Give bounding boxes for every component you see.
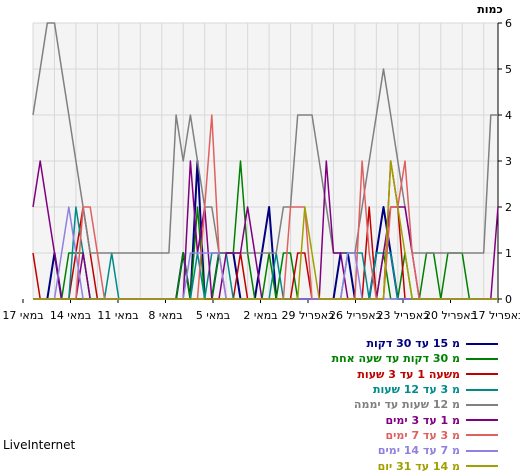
legend-item: מ 7 עד 14 ימים — [332, 443, 498, 458]
legend-label: מ 15 עד 30 דקות — [366, 337, 460, 351]
x-tick-label: 5 במאי — [196, 309, 230, 322]
series-line — [33, 160, 498, 300]
x-tick-label: 20 באפריל — [424, 309, 477, 322]
legend-swatch — [466, 342, 498, 345]
x-tick-label: 11 במאי — [97, 309, 138, 322]
legend-item: מ 1 עד 3 ימים — [332, 412, 498, 427]
y-tick-label: 6 — [505, 17, 512, 30]
legend-label: מ 14 עד 31 יום — [377, 459, 460, 473]
legend-item: מ 3 עד 7 ימים — [332, 428, 498, 443]
legend-swatch — [466, 388, 498, 391]
legend-label: מ 30 דקות עד שעה אחת — [331, 352, 460, 366]
legend-swatch — [466, 449, 498, 452]
legend-label: מ 3 עד 7 ימים — [385, 428, 461, 442]
x-tick-label: 26 באפריל — [329, 309, 382, 322]
x-tick-label: 17 במאי — [2, 309, 43, 322]
legend-label: מ 3 עד 12 שעות — [372, 383, 460, 397]
brand-label: LiveInternet — [3, 438, 76, 452]
legend-label: משעה 1 עד 3 שעות — [357, 367, 460, 381]
y-tick-label: 1 — [505, 247, 512, 260]
y-tick-label: 4 — [505, 109, 512, 122]
legend-item: מ 30 דקות עד שעה אחת — [332, 351, 498, 366]
y-tick-label: 2 — [505, 201, 512, 214]
legend-swatch — [466, 465, 498, 468]
legend-label: מ 12 שעות עד יממה — [353, 398, 460, 412]
x-tick-label: 29 באפריל — [281, 309, 334, 322]
legend-swatch — [466, 357, 498, 360]
x-tick-label: 2 במאי — [243, 309, 277, 322]
x-tick-label: 23 באפריל — [376, 309, 429, 322]
legend-label: מ 7 עד 14 ימים — [377, 444, 460, 458]
legend-item: מ 14 עד 31 יום — [332, 458, 498, 473]
legend-swatch — [466, 434, 498, 437]
y-tick-label: 0 — [505, 293, 512, 306]
x-tick-label: 14 במאי — [50, 309, 91, 322]
y-axis-label: כמות — [477, 3, 502, 16]
legend-item: מ 15 עד 30 דקות — [332, 336, 498, 351]
x-tick-label: 8 במאי — [148, 309, 182, 322]
y-tick-label: 3 — [505, 155, 512, 168]
legend-swatch — [466, 419, 498, 422]
legend: מ 15 עד 30 דקות מ 30 דקות עד שעה אחת משעה … — [332, 336, 498, 474]
legend-item: משעה 1 עד 3 שעות — [332, 367, 498, 382]
legend-swatch — [466, 403, 498, 406]
y-tick-label: 5 — [505, 63, 512, 76]
legend-item: מ 12 שעות עד יממה — [332, 397, 498, 412]
legend-swatch — [466, 373, 498, 376]
legend-item: מ 3 עד 12 שעות — [332, 382, 498, 397]
legend-label: מ 1 עד 3 ימים — [385, 413, 461, 427]
x-tick-label: 17 באפריל — [471, 309, 520, 322]
series-line — [32, 22, 498, 254]
